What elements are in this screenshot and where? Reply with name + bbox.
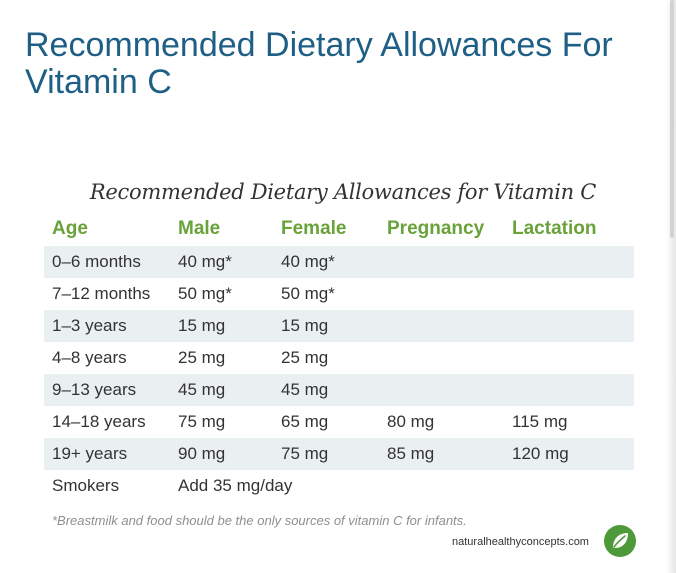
footnote: *Breastmilk and food should be the only … [52, 513, 467, 528]
cell-pregnancy [379, 310, 504, 342]
header-male: Male [178, 218, 221, 239]
cell-female: 65 mg [281, 412, 329, 431]
cell-pregnancy [379, 278, 504, 310]
cell-age: Smokers [52, 476, 120, 495]
cell-age: 4–8 years [52, 348, 127, 367]
cell-age: 7–12 months [52, 284, 151, 303]
table-row-smokers: Smokers Add 35 mg/day [44, 470, 634, 502]
cell-lactation [504, 278, 634, 310]
cell-female: 25 mg [281, 348, 329, 367]
page-title: Recommended Dietary Allowances For Vitam… [25, 26, 613, 101]
scrollbar-thumb[interactable] [670, 0, 674, 238]
cell-female: 50 mg* [281, 284, 335, 303]
cell-pregnancy [379, 374, 504, 406]
cell-lactation: 120 mg [504, 438, 634, 470]
cell-lactation [504, 342, 634, 374]
rda-table: Age Male Female Pregnancy Lactation 0–6 … [44, 212, 634, 502]
cell-male: 90 mg [170, 438, 273, 470]
cell-age: 9–13 years [44, 374, 170, 406]
cell-lactation [504, 310, 634, 342]
cell-male: 50 mg* [178, 284, 232, 303]
leaf-icon [604, 525, 636, 557]
cell-lactation: 115 mg [512, 412, 568, 431]
source-credit: naturalhealthyconcepts.com [452, 536, 589, 548]
cell-female: 75 mg [273, 438, 379, 470]
table-row: 0–6 months 40 mg* 40 mg* [44, 246, 634, 278]
cell-pregnancy: 80 mg [387, 412, 435, 431]
cell-male: 15 mg [170, 310, 273, 342]
table-title: Recommended Dietary Allowances for Vitam… [89, 180, 597, 204]
cell-female: 15 mg [273, 310, 379, 342]
table-row: 4–8 years 25 mg 25 mg [44, 342, 634, 374]
cell-age: 0–6 months [44, 246, 170, 278]
header-pregnancy: Pregnancy [387, 218, 485, 239]
cell-male: 40 mg* [170, 246, 273, 278]
cell-age: 19+ years [44, 438, 170, 470]
header-age: Age [52, 218, 88, 239]
table-row: 14–18 years 75 mg 65 mg 80 mg 115 mg [44, 406, 634, 438]
scrollbar-track[interactable] [666, 0, 676, 573]
cell-male: 75 mg [178, 412, 226, 431]
cell-age: 14–18 years [52, 412, 146, 431]
cell-female: 45 mg [273, 374, 379, 406]
table-row: 9–13 years 45 mg 45 mg [44, 374, 634, 406]
cell-pregnancy [379, 246, 504, 278]
table-header-row: Age Male Female Pregnancy Lactation [44, 212, 634, 246]
header-lactation: Lactation [512, 218, 597, 239]
cell-pregnancy: 85 mg [379, 438, 504, 470]
header-female: Female [281, 218, 347, 239]
cell-male: 25 mg [178, 348, 226, 367]
cell-pregnancy [379, 342, 504, 374]
cell-age: 1–3 years [44, 310, 170, 342]
cell-lactation [504, 246, 634, 278]
cell-male: 45 mg [170, 374, 273, 406]
cell-female: 40 mg* [273, 246, 379, 278]
cell-lactation [504, 374, 634, 406]
table-row: 1–3 years 15 mg 15 mg [44, 310, 634, 342]
cell-smokers-value: Add 35 mg/day [178, 476, 293, 495]
table-row: 19+ years 90 mg 75 mg 85 mg 120 mg [44, 438, 634, 470]
table-row: 7–12 months 50 mg* 50 mg* [44, 278, 634, 310]
